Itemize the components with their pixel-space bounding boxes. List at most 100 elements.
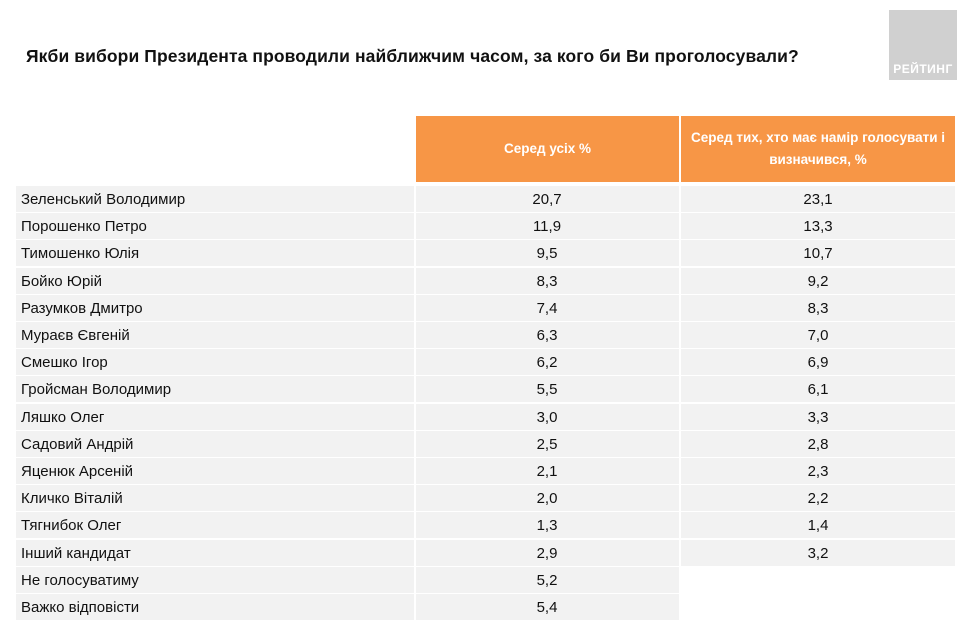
row-all-cell — [416, 430, 679, 457]
value-all: 2,9 — [536, 544, 558, 562]
row-name-cell: Не голосуватиму — [16, 566, 414, 593]
row-all-cell — [416, 458, 679, 484]
table-row: Ляшко Олег 3,0 3,3 — [16, 403, 955, 431]
row-name-cell: Порошенко Петро — [16, 213, 414, 240]
table-row: Разумков Дмитро 7,4 8,3 — [16, 294, 955, 322]
column-header-decided-line2: визначився, % — [769, 152, 867, 167]
table-row: Тягнибок Олег 1,3 1,4 — [16, 512, 955, 539]
value-decided: 2,8 — [807, 435, 829, 453]
row-name-cell: Яценюк Арсеній — [16, 458, 414, 484]
candidate-name: Порошенко Петро — [21, 218, 147, 236]
row-decided-cell — [681, 485, 955, 512]
candidate-name: Яценюк Арсеній — [21, 463, 134, 480]
table-row: Садовий Андрій 2,5 2,8 — [16, 430, 955, 458]
value-all: 2,0 — [536, 490, 558, 508]
table-row: Не голосуватиму 5,2 — [16, 566, 955, 594]
value-all: 9,5 — [536, 245, 558, 263]
row-decided-cell — [681, 512, 955, 539]
row-decided-cell — [681, 322, 955, 348]
row-decided-cell — [681, 267, 955, 294]
row-all-cell — [416, 267, 679, 294]
candidate-name: Важко відповісти — [21, 599, 140, 616]
table-row: Смешко Ігор 6,2 6,9 — [16, 349, 955, 376]
row-name-cell: Смешко Ігор — [16, 349, 414, 376]
row-name-cell: Кличко Віталій — [16, 485, 414, 512]
candidate-name: Мураєв Євгеній — [21, 327, 130, 344]
table-row: Гройсман Володимир 5,5 6,1 — [16, 376, 955, 403]
value-all: 5,2 — [536, 571, 558, 589]
table-row: Інший кандидат 2,9 3,2 — [16, 539, 955, 567]
row-decided-cell — [681, 240, 955, 267]
candidate-name: Бойко Юрій — [21, 272, 103, 290]
table-row: Зеленський Володимир 20,7 23,1 — [16, 186, 955, 213]
candidate-name: Ляшко Олег — [21, 408, 105, 426]
value-decided: 7,0 — [807, 327, 829, 344]
row-all-cell — [416, 213, 679, 240]
column-header-all-label: Серед усіх % — [503, 141, 592, 156]
value-decided: 8,3 — [807, 299, 829, 317]
value-all: 1,3 — [536, 517, 558, 535]
value-all: 6,3 — [536, 327, 558, 344]
table-row: Яценюк Арсеній 2,1 2,3 — [16, 458, 955, 485]
row-decided-cell — [681, 186, 955, 212]
value-decided: 3,2 — [807, 544, 829, 562]
row-name-cell: Ляшко Олег — [16, 403, 414, 430]
value-decided: 6,1 — [807, 381, 829, 399]
table-row: Порошенко Петро 11,9 13,3 — [16, 213, 955, 240]
value-all: 2,5 — [536, 435, 558, 453]
row-name-cell: Разумков Дмитро — [16, 294, 414, 321]
value-all: 2,1 — [536, 463, 558, 480]
table-row: Мураєв Євгеній 6,3 7,0 — [16, 322, 955, 349]
row-all-cell — [416, 322, 679, 348]
row-name-cell: Бойко Юрій — [16, 267, 414, 294]
row-all-cell — [416, 376, 679, 403]
candidate-name: Тягнибок Олег — [21, 517, 122, 535]
candidate-name: Садовий Андрій — [21, 435, 134, 453]
row-decided-cell — [681, 294, 955, 321]
row-name-cell: Тимошенко Юлія — [16, 240, 414, 267]
row-all-cell — [416, 403, 679, 430]
row-all-cell — [416, 594, 679, 620]
row-all-cell — [416, 349, 679, 376]
row-name-cell: Зеленський Володимир — [16, 186, 414, 212]
row-decided-cell — [681, 458, 955, 484]
row-all-cell — [416, 566, 679, 593]
candidate-name: Інший кандидат — [21, 544, 131, 562]
row-name-cell: Тягнибок Олег — [16, 512, 414, 539]
table-row: Важко відповісти 5,4 — [16, 594, 955, 621]
value-decided: 13,3 — [803, 218, 833, 236]
value-decided: 2,2 — [807, 490, 829, 508]
table-row: Бойко Юрій 8,3 9,2 — [16, 267, 955, 295]
value-all: 8,3 — [536, 272, 558, 290]
table-row: Тимошенко Юлія 9,5 10,7 — [16, 240, 955, 267]
value-decided: 23,1 — [803, 191, 833, 208]
value-all: 5,4 — [536, 599, 558, 616]
chart-title: Якби вибори Президента проводили найближ… — [26, 46, 799, 66]
candidate-name: Тимошенко Юлія — [21, 245, 140, 263]
value-decided: 6,9 — [807, 354, 829, 372]
row-all-cell — [416, 186, 679, 212]
row-name-cell: Садовий Андрій — [16, 430, 414, 457]
value-decided: 3,3 — [807, 408, 829, 426]
value-all: 5,5 — [536, 381, 558, 399]
row-decided-cell — [681, 376, 955, 403]
value-decided: 9,2 — [807, 272, 829, 290]
candidate-name: Кличко Віталій — [21, 490, 123, 508]
row-name-cell: Інший кандидат — [16, 539, 414, 566]
row-all-cell — [416, 512, 679, 539]
row-decided-cell — [681, 349, 955, 376]
logo-text: РЕЙТИНГ — [893, 62, 953, 76]
table-row: Кличко Віталій 2,0 2,2 — [16, 485, 955, 512]
row-decided-cell — [681, 213, 955, 240]
value-all: 7,4 — [536, 299, 558, 317]
row-all-cell — [416, 294, 679, 321]
candidate-name: Разумков Дмитро — [21, 299, 143, 317]
value-all: 6,2 — [536, 354, 558, 372]
candidate-name: Смешко Ігор — [21, 354, 108, 372]
value-all: 20,7 — [532, 191, 562, 208]
row-all-cell — [416, 539, 679, 566]
candidate-name: Не голосуватиму — [21, 571, 139, 589]
rating-logo: РЕЙТИНГ — [889, 10, 957, 80]
row-decided-cell — [681, 403, 955, 430]
row-name-cell: Гройсман Володимир — [16, 376, 414, 403]
